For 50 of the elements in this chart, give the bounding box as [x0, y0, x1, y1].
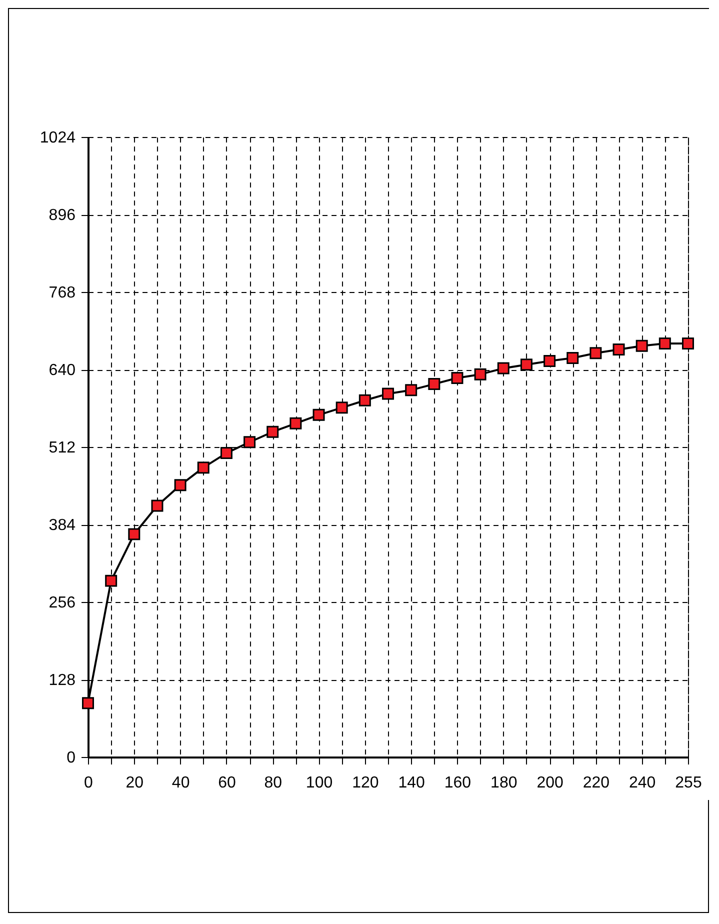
x-tick-label: 160 [444, 774, 472, 792]
point [105, 574, 118, 587]
point [197, 462, 210, 474]
x-tick-label: 220 [582, 774, 610, 792]
y-tick-label: 0 [66, 750, 76, 766]
point [682, 337, 694, 350]
y-tick-label: 384 [48, 517, 76, 534]
x-tick-label: 0 [84, 774, 94, 792]
x-tick-label: 120 [352, 774, 379, 792]
point [544, 355, 556, 368]
x-tick-label: 200 [536, 774, 564, 792]
point [474, 368, 486, 380]
point [566, 352, 579, 364]
point [658, 337, 671, 350]
x-tick-label: 180 [490, 774, 518, 792]
point [358, 394, 371, 406]
x-tick-label: 40 [172, 774, 190, 792]
point [151, 500, 164, 512]
point [382, 388, 394, 400]
point [590, 347, 602, 360]
point [636, 340, 648, 352]
point [336, 402, 348, 414]
point [451, 372, 464, 384]
point [428, 378, 440, 390]
x-tick-label: 255 [675, 774, 702, 792]
x-tick-label: 60 [218, 774, 236, 792]
y-tick-label: 512 [48, 440, 76, 456]
point [405, 384, 418, 396]
x-tick-label: 80 [264, 774, 282, 792]
point [220, 447, 232, 460]
x-tick-label: 100 [306, 774, 333, 792]
point [520, 358, 532, 371]
y-tick-label: 256 [48, 594, 76, 612]
x-tick-label: 140 [398, 774, 426, 792]
point [290, 417, 302, 430]
point [174, 479, 186, 492]
y-tick-label: 896 [48, 207, 76, 224]
x-tick-label: 240 [628, 774, 656, 792]
point [244, 436, 256, 448]
point [82, 697, 94, 710]
point [612, 344, 625, 356]
x-tick-label: 20 [126, 774, 144, 792]
y-tick-label: 768 [48, 284, 76, 302]
y-tick-label: 640 [48, 362, 76, 379]
point [312, 408, 325, 421]
point [266, 426, 279, 438]
y-tick-label: 1024 [40, 130, 76, 146]
point [128, 528, 140, 540]
point [497, 362, 510, 374]
y-tick-label: 128 [48, 672, 76, 689]
